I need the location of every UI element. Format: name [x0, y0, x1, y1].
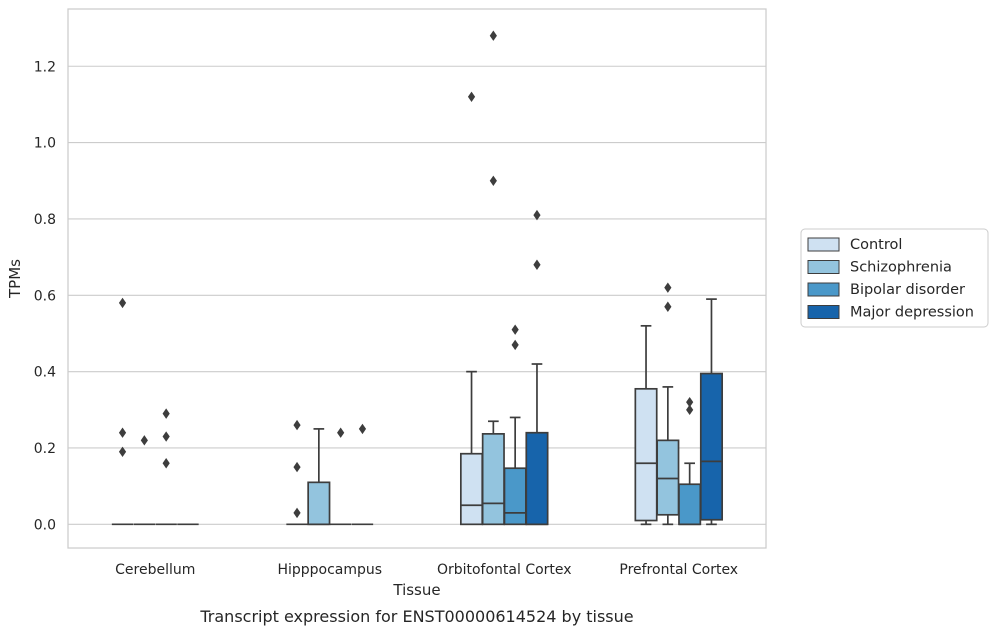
outlier-point	[140, 435, 148, 446]
box-1-3	[351, 423, 374, 526]
legend-label: Control	[850, 237, 902, 253]
legend-label: Schizophrenia	[850, 260, 952, 276]
outlier-point	[118, 446, 127, 458]
box-iqr	[678, 483, 702, 526]
box-iqr	[481, 433, 505, 526]
y-axis-label: TPMs	[6, 259, 24, 299]
legend: Control Schizophrenia Bipolar disorder Majo…	[800, 228, 989, 328]
box-iqr	[634, 387, 658, 522]
box-iqr	[459, 452, 484, 526]
box-1-1	[307, 428, 331, 526]
y-tick-label: 0.0	[34, 517, 56, 533]
plot-area-frame	[67, 8, 767, 549]
legend-label: Bipolar disorder	[850, 282, 965, 298]
outlier-point	[664, 282, 672, 293]
outlier-point	[511, 339, 519, 351]
y-tick-label: 0.6	[34, 288, 56, 304]
outlier-point	[467, 91, 476, 102]
outlier-point	[533, 259, 541, 270]
outlier-point	[118, 297, 127, 309]
box-1-0	[286, 419, 308, 526]
legend-swatch	[807, 305, 840, 319]
x-tick-label: Prefrontal Cortex	[619, 562, 738, 578]
box-3-3	[699, 298, 724, 526]
y-tick-label: 0.8	[34, 212, 56, 228]
outlier-point	[489, 175, 497, 186]
y-tick-label: 0.4	[34, 365, 56, 381]
box-3-2	[678, 396, 702, 526]
box-1-2	[329, 427, 352, 526]
legend-swatch	[807, 237, 840, 252]
outlier-point	[533, 209, 541, 221]
legend-label: Major depression	[850, 305, 974, 321]
x-axis-label: Tissue	[392, 581, 440, 599]
box-2-0	[459, 91, 484, 526]
outlier-point	[162, 408, 170, 419]
box-iqr	[525, 431, 549, 526]
box-iqr	[503, 467, 527, 526]
legend-swatch	[807, 260, 840, 274]
box-3-1	[656, 282, 680, 526]
y-tick-label: 1.0	[34, 136, 56, 152]
outlier-point	[293, 419, 301, 431]
box-iqr	[307, 481, 331, 526]
outlier-point	[686, 396, 694, 408]
outlier-point	[293, 507, 301, 519]
box-3-0	[634, 324, 658, 526]
x-tick-label: Cerebellum	[115, 562, 195, 578]
box-0-2	[155, 408, 177, 526]
box-0-1	[133, 435, 156, 526]
box-2-1	[481, 30, 505, 526]
outlier-point	[489, 30, 497, 41]
legend-swatch	[807, 282, 840, 297]
legend-frame	[800, 228, 989, 328]
outlier-point	[511, 324, 519, 335]
x-tick-label: Hipppocampus	[277, 562, 382, 578]
outlier-point	[162, 431, 170, 442]
box-2-2	[503, 324, 527, 526]
y-axis-ticks: 0.0 0.2 0.4 0.6 0.8 1.0 1.2	[34, 59, 56, 533]
outlier-point	[358, 423, 367, 435]
outlier-point	[118, 427, 127, 438]
box-0-0	[111, 297, 134, 526]
y-tick-label: 0.2	[34, 441, 56, 457]
outlier-point	[664, 301, 672, 312]
box-2-3	[525, 209, 549, 526]
x-axis-ticks: Cerebellum Hipppocampus Orbitofontal Corte…	[115, 562, 738, 578]
grid-lines	[68, 65, 766, 525]
outlier-point	[162, 458, 170, 469]
outlier-point	[293, 461, 301, 473]
outlier-point	[337, 427, 345, 438]
outlier-point	[686, 404, 694, 416]
chart-caption: Transcript expression for ENST0000061452…	[199, 607, 633, 626]
y-tick-label: 1.2	[34, 59, 56, 75]
plot-boxes	[111, 30, 724, 526]
x-tick-label: Orbitofontal Cortex	[437, 562, 572, 578]
box-iqr	[656, 439, 680, 516]
box-iqr	[699, 372, 724, 521]
